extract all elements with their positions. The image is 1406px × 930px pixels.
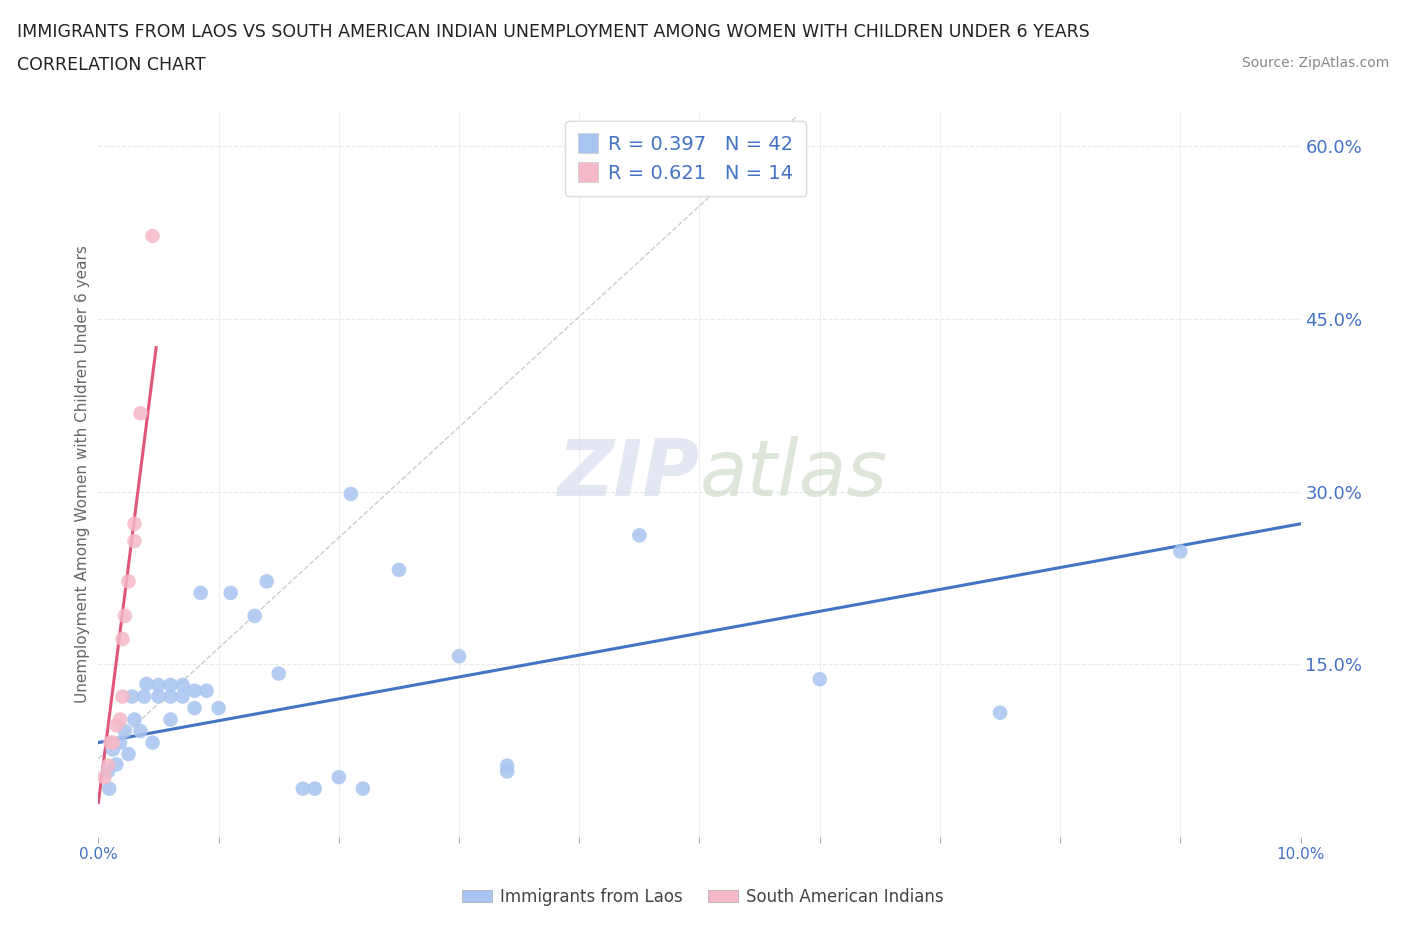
Y-axis label: Unemployment Among Women with Children Under 6 years: Unemployment Among Women with Children U… <box>75 246 90 703</box>
Point <box>124 534 146 549</box>
Point <box>208 700 231 715</box>
Legend: R = 0.397   N = 42, R = 0.621   N = 14: R = 0.397 N = 42, R = 0.621 N = 14 <box>565 121 807 196</box>
Point <box>328 770 350 785</box>
Point <box>159 689 181 704</box>
Text: CORRELATION CHART: CORRELATION CHART <box>17 56 205 73</box>
Point <box>808 671 831 686</box>
Point <box>101 735 124 750</box>
Point <box>117 574 139 589</box>
Point <box>340 486 363 501</box>
Point <box>108 735 131 750</box>
Point <box>101 742 124 757</box>
Point <box>124 516 146 531</box>
Point <box>256 574 278 589</box>
Point <box>105 757 128 772</box>
Point <box>352 781 374 796</box>
Point <box>988 705 1011 720</box>
Point <box>100 735 122 750</box>
Point <box>388 563 411 578</box>
Point <box>97 764 120 778</box>
Point <box>141 229 163 244</box>
Point <box>108 712 131 727</box>
Text: IMMIGRANTS FROM LAOS VS SOUTH AMERICAN INDIAN UNEMPLOYMENT AMONG WOMEN WITH CHIL: IMMIGRANTS FROM LAOS VS SOUTH AMERICAN I… <box>17 23 1090 41</box>
Point <box>496 758 519 773</box>
Legend: Immigrants from Laos, South American Indians: Immigrants from Laos, South American Ind… <box>456 881 950 912</box>
Point <box>267 666 290 681</box>
Point <box>447 649 470 664</box>
Point <box>114 724 136 738</box>
Point <box>135 676 157 691</box>
Point <box>172 689 194 704</box>
Point <box>97 758 120 773</box>
Point <box>183 700 205 715</box>
Point <box>148 689 170 704</box>
Point <box>93 770 115 785</box>
Text: atlas: atlas <box>700 436 887 512</box>
Point <box>1170 544 1192 559</box>
Point <box>243 608 266 623</box>
Point <box>183 684 205 698</box>
Point <box>304 781 326 796</box>
Point <box>190 586 212 601</box>
Point <box>121 689 143 704</box>
Point <box>111 631 134 646</box>
Point <box>172 678 194 693</box>
Point <box>111 689 134 704</box>
Point <box>124 712 146 727</box>
Text: Source: ZipAtlas.com: Source: ZipAtlas.com <box>1241 56 1389 70</box>
Point <box>148 678 170 693</box>
Point <box>117 747 139 762</box>
Point <box>291 781 314 796</box>
Point <box>159 678 181 693</box>
Point <box>219 586 242 601</box>
Point <box>129 405 152 420</box>
Point <box>159 712 181 727</box>
Point <box>105 718 128 733</box>
Text: ZIP: ZIP <box>557 436 700 512</box>
Point <box>98 781 121 796</box>
Point <box>195 684 218 698</box>
Point <box>141 735 163 750</box>
Point <box>129 724 152 738</box>
Point <box>496 764 519 778</box>
Point <box>628 528 651 543</box>
Point <box>132 689 155 704</box>
Point <box>114 608 136 623</box>
